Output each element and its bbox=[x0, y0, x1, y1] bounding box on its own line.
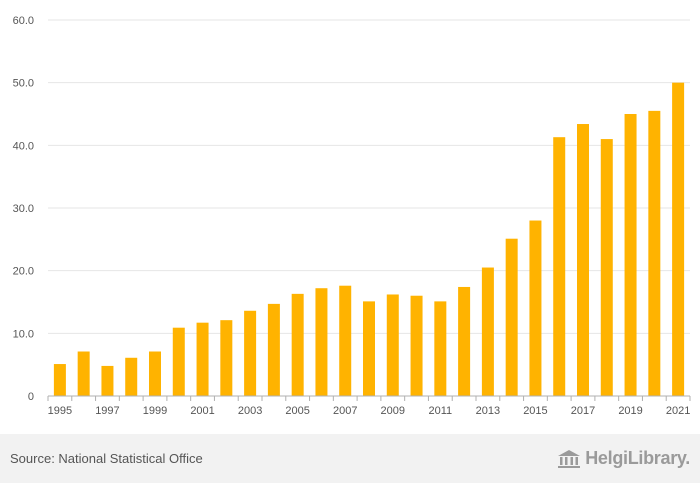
y-tick-label: 60.0 bbox=[13, 15, 34, 27]
bar-2002[interactable] bbox=[220, 320, 233, 396]
bar-2004[interactable] bbox=[267, 303, 280, 396]
helgi-library-logo[interactable]: HelgiLibrary. bbox=[557, 448, 690, 469]
bar-2005[interactable] bbox=[291, 293, 304, 396]
x-tick-label: 2009 bbox=[381, 405, 405, 417]
x-tick-label: 1997 bbox=[95, 405, 119, 417]
bar-1997[interactable] bbox=[101, 365, 114, 396]
bar-2019[interactable] bbox=[624, 114, 637, 396]
x-tick-label: 2005 bbox=[285, 405, 309, 417]
x-axis bbox=[47, 395, 691, 401]
source-note: Source: National Statistical Office bbox=[10, 451, 203, 466]
y-tick-label: 10.0 bbox=[13, 328, 34, 340]
x-tick-label: 2007 bbox=[333, 405, 357, 417]
bars bbox=[53, 82, 685, 397]
bar-2008[interactable] bbox=[363, 301, 375, 396]
x-tick-label: 2013 bbox=[476, 405, 500, 417]
bar-2021[interactable] bbox=[672, 82, 685, 397]
bar-2014[interactable] bbox=[505, 238, 518, 396]
bar-2010[interactable] bbox=[410, 295, 423, 396]
bar-2018[interactable] bbox=[600, 139, 613, 397]
bar-2016[interactable] bbox=[553, 137, 566, 397]
bar-2020[interactable] bbox=[648, 110, 661, 396]
x-tick-label: 2017 bbox=[571, 405, 595, 417]
y-tick-labels: 0 10.0 20.0 30.0 40.0 50.0 60.0 bbox=[13, 15, 34, 403]
y-tick-label: 0 bbox=[28, 391, 34, 403]
bar-2001[interactable] bbox=[196, 322, 209, 396]
y-tick-label: 30.0 bbox=[13, 203, 34, 215]
bar-1996[interactable] bbox=[77, 351, 90, 396]
x-tick-label: 1995 bbox=[48, 405, 72, 417]
x-tick-label: 2001 bbox=[190, 405, 214, 417]
x-tick-label: 1999 bbox=[143, 405, 167, 417]
bar-2012[interactable] bbox=[458, 286, 471, 396]
bar-2006[interactable] bbox=[315, 288, 328, 396]
y-tick-label: 40.0 bbox=[13, 140, 34, 152]
bar-2007[interactable] bbox=[339, 285, 352, 396]
bar-2013[interactable] bbox=[481, 267, 494, 396]
logo-text: HelgiLibrary. bbox=[585, 448, 690, 468]
bar-1995[interactable] bbox=[53, 364, 66, 396]
bar-2009[interactable] bbox=[386, 294, 399, 396]
x-tick-labels: 1995 1997 1999 2001 2003 2005 2007 2009 2011 2013… bbox=[48, 405, 691, 417]
y-tick-label: 20.0 bbox=[13, 266, 34, 278]
y-tick-label: 50.0 bbox=[13, 78, 34, 90]
bar-2003[interactable] bbox=[244, 310, 257, 396]
bar-2015[interactable] bbox=[529, 220, 542, 396]
bar-2000[interactable] bbox=[172, 327, 185, 396]
x-tick-label: 2011 bbox=[429, 405, 453, 417]
bar-1999[interactable] bbox=[149, 351, 161, 396]
x-tick-label: 2015 bbox=[523, 405, 547, 417]
bar-chart: 0 10.0 20.0 30.0 40.0 50.0 60.0 1995 1997 1999 20… bbox=[13, 15, 691, 417]
footer: Source: National Statistical Office Helg… bbox=[0, 434, 700, 483]
x-tick-label: 2021 bbox=[666, 405, 690, 417]
library-building-icon bbox=[558, 449, 581, 468]
grid-lines bbox=[48, 19, 690, 334]
bar-2017[interactable] bbox=[577, 124, 589, 396]
x-tick-label: 2003 bbox=[238, 405, 262, 417]
bar-1998[interactable] bbox=[125, 357, 138, 396]
x-tick-label: 2019 bbox=[618, 405, 642, 417]
bar-2011[interactable] bbox=[434, 301, 447, 396]
